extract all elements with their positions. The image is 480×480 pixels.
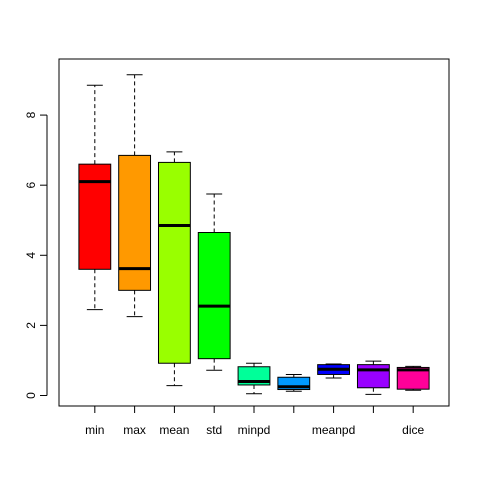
y-tick-label: 8 [24, 111, 38, 118]
box-stdpd [356, 360, 390, 395]
box-mean [157, 151, 191, 387]
y-tick-label: 4 [24, 252, 38, 259]
x-tick-label-meanpd: meanpd [312, 423, 355, 437]
y-tick-label: 6 [24, 182, 38, 189]
x-tick-label-dice: dice [402, 423, 424, 437]
box-body [396, 366, 430, 390]
box-max [118, 74, 152, 318]
box-body [157, 161, 191, 364]
y-axis: 0 2 4 6 8 [24, 111, 48, 399]
plot-frame [58, 58, 450, 407]
x-tick-label-mean: mean [159, 423, 189, 437]
box-min [78, 84, 112, 311]
box-std [197, 193, 231, 371]
x-tick-label-min: min [85, 423, 104, 437]
box-body [78, 163, 112, 270]
y-tick-label: 0 [24, 392, 38, 399]
box-maxpd [277, 373, 311, 392]
x-tick-label-max: max [123, 423, 146, 437]
box-minpd [237, 362, 271, 395]
box-meanpd [317, 363, 351, 379]
boxes-group [78, 74, 430, 395]
box-body [197, 232, 231, 360]
box-dice [396, 365, 430, 391]
x-axis: min max mean std minpd meanpd dice [85, 406, 425, 437]
x-tick-label-minpd: minpd [238, 423, 271, 437]
y-tick-label: 2 [24, 322, 38, 329]
x-tick-label-std: std [206, 423, 222, 437]
box-body [356, 364, 390, 389]
